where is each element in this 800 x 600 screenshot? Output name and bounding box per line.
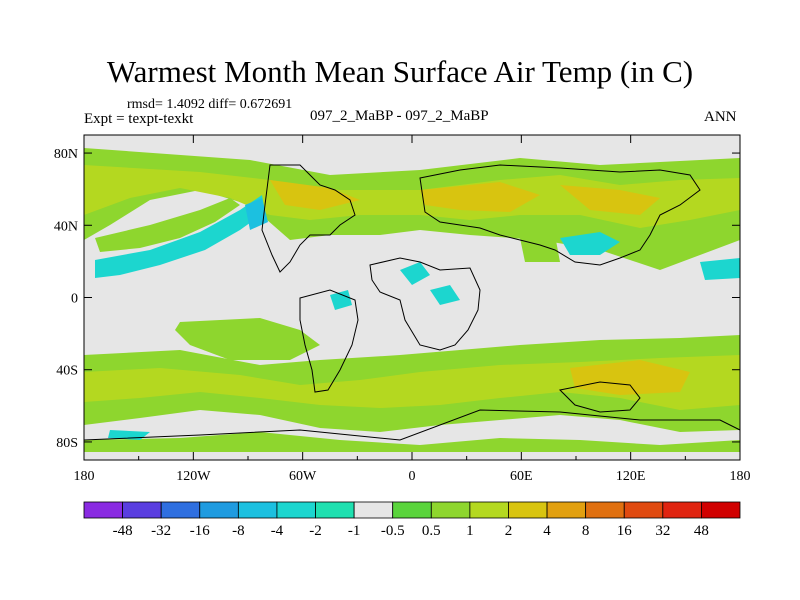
- y-tick-label: 0: [71, 292, 78, 307]
- colorbar: -48 -32 -16 -8 -4 -2 -1 -0.5 0.5 1 2 4 8 16 32 48: [83, 501, 741, 539]
- colorbar-label: -2: [309, 523, 322, 539]
- x-tick-label: 120W: [176, 469, 211, 484]
- colorbar-swatch: [353, 501, 394, 519]
- colorbar-swatch: [430, 501, 471, 519]
- season-label: ANN: [704, 109, 737, 125]
- y-tick-label: 40N: [54, 219, 78, 234]
- field-antarctic-green: [84, 432, 740, 452]
- colorbar-label: 8: [582, 523, 590, 539]
- colorbar-swatch: [701, 501, 741, 519]
- colorbar-swatch: [315, 501, 355, 519]
- colorbar-label: 32: [655, 523, 670, 539]
- colorbar-label: -1: [348, 523, 361, 539]
- colorbar-swatch: [469, 501, 509, 519]
- colorbar-swatch: [237, 501, 278, 519]
- field-asia-cool: [560, 232, 740, 280]
- colorbar-swatch: [392, 501, 432, 519]
- field-south-pacific-green: [175, 318, 320, 360]
- field-atlantic-green: [520, 235, 560, 262]
- field-pacific-cool: [95, 195, 265, 278]
- chart-title: Warmest Month Mean Surface Air Temp (in …: [106, 54, 694, 89]
- colorbar-swatch: [122, 501, 162, 519]
- difference-label: 097_2_MaBP - 097_2_MaBP: [310, 108, 489, 124]
- colorbar-swatch: [83, 501, 123, 519]
- colorbar-label: 2: [505, 523, 513, 539]
- colorbar-label: -48: [113, 523, 133, 539]
- colorbar-swatch: [160, 501, 201, 519]
- y-tick-label: 80N: [54, 147, 78, 162]
- y-axis: 80N 40N 0 40S 80S: [54, 147, 740, 451]
- colorbar-label: 1: [466, 523, 474, 539]
- colorbar-swatch: [546, 501, 587, 519]
- colorbar-label: 0.5: [422, 523, 441, 539]
- coastlines: [83, 164, 741, 441]
- colorbar-label: -32: [151, 523, 171, 539]
- field-north-yellow: [84, 165, 740, 228]
- x-tick-label: 60E: [510, 469, 533, 484]
- stats-text: rmsd= 1.4092 diff= 0.672691: [127, 97, 293, 112]
- x-tick-label: 0: [409, 469, 416, 484]
- colorbar-label: -4: [271, 523, 284, 539]
- field-north-orange: [270, 180, 360, 210]
- x-tick-label: 180: [74, 469, 95, 484]
- field-africa-cool: [330, 262, 460, 310]
- colorbar-label: -0.5: [381, 523, 405, 539]
- colorbar-swatch: [662, 501, 702, 519]
- field-indian-orange: [570, 360, 690, 395]
- colorbar-swatch: [276, 501, 316, 519]
- field-asia-orange: [560, 185, 660, 215]
- colorbar-swatch: [199, 501, 239, 519]
- colorbar-label: 4: [543, 523, 551, 539]
- colorbar-label: 16: [617, 523, 633, 539]
- x-axis: 180 120W 60W 0 60E 120E 180: [74, 135, 751, 484]
- field-pacific-cool-band: [245, 198, 268, 230]
- colorbar-label: 48: [694, 523, 709, 539]
- field-siberia-orange: [420, 182, 540, 212]
- colorbar-swatch: [585, 501, 625, 519]
- field-pacific-green: [95, 198, 240, 252]
- y-tick-label: 80S: [56, 436, 78, 451]
- colorbar-swatch: [623, 501, 664, 519]
- x-tick-label: 60W: [289, 469, 317, 484]
- colorbar-label: -8: [232, 523, 245, 539]
- plot-area: [83, 134, 741, 461]
- experiment-label: Expt = texpt-texkt: [84, 111, 194, 127]
- y-tick-label: 40S: [56, 364, 78, 379]
- colorbar-swatch: [508, 501, 548, 519]
- x-tick-label: 180: [730, 469, 751, 484]
- x-tick-label: 120E: [616, 469, 646, 484]
- colorbar-label: -16: [190, 523, 210, 539]
